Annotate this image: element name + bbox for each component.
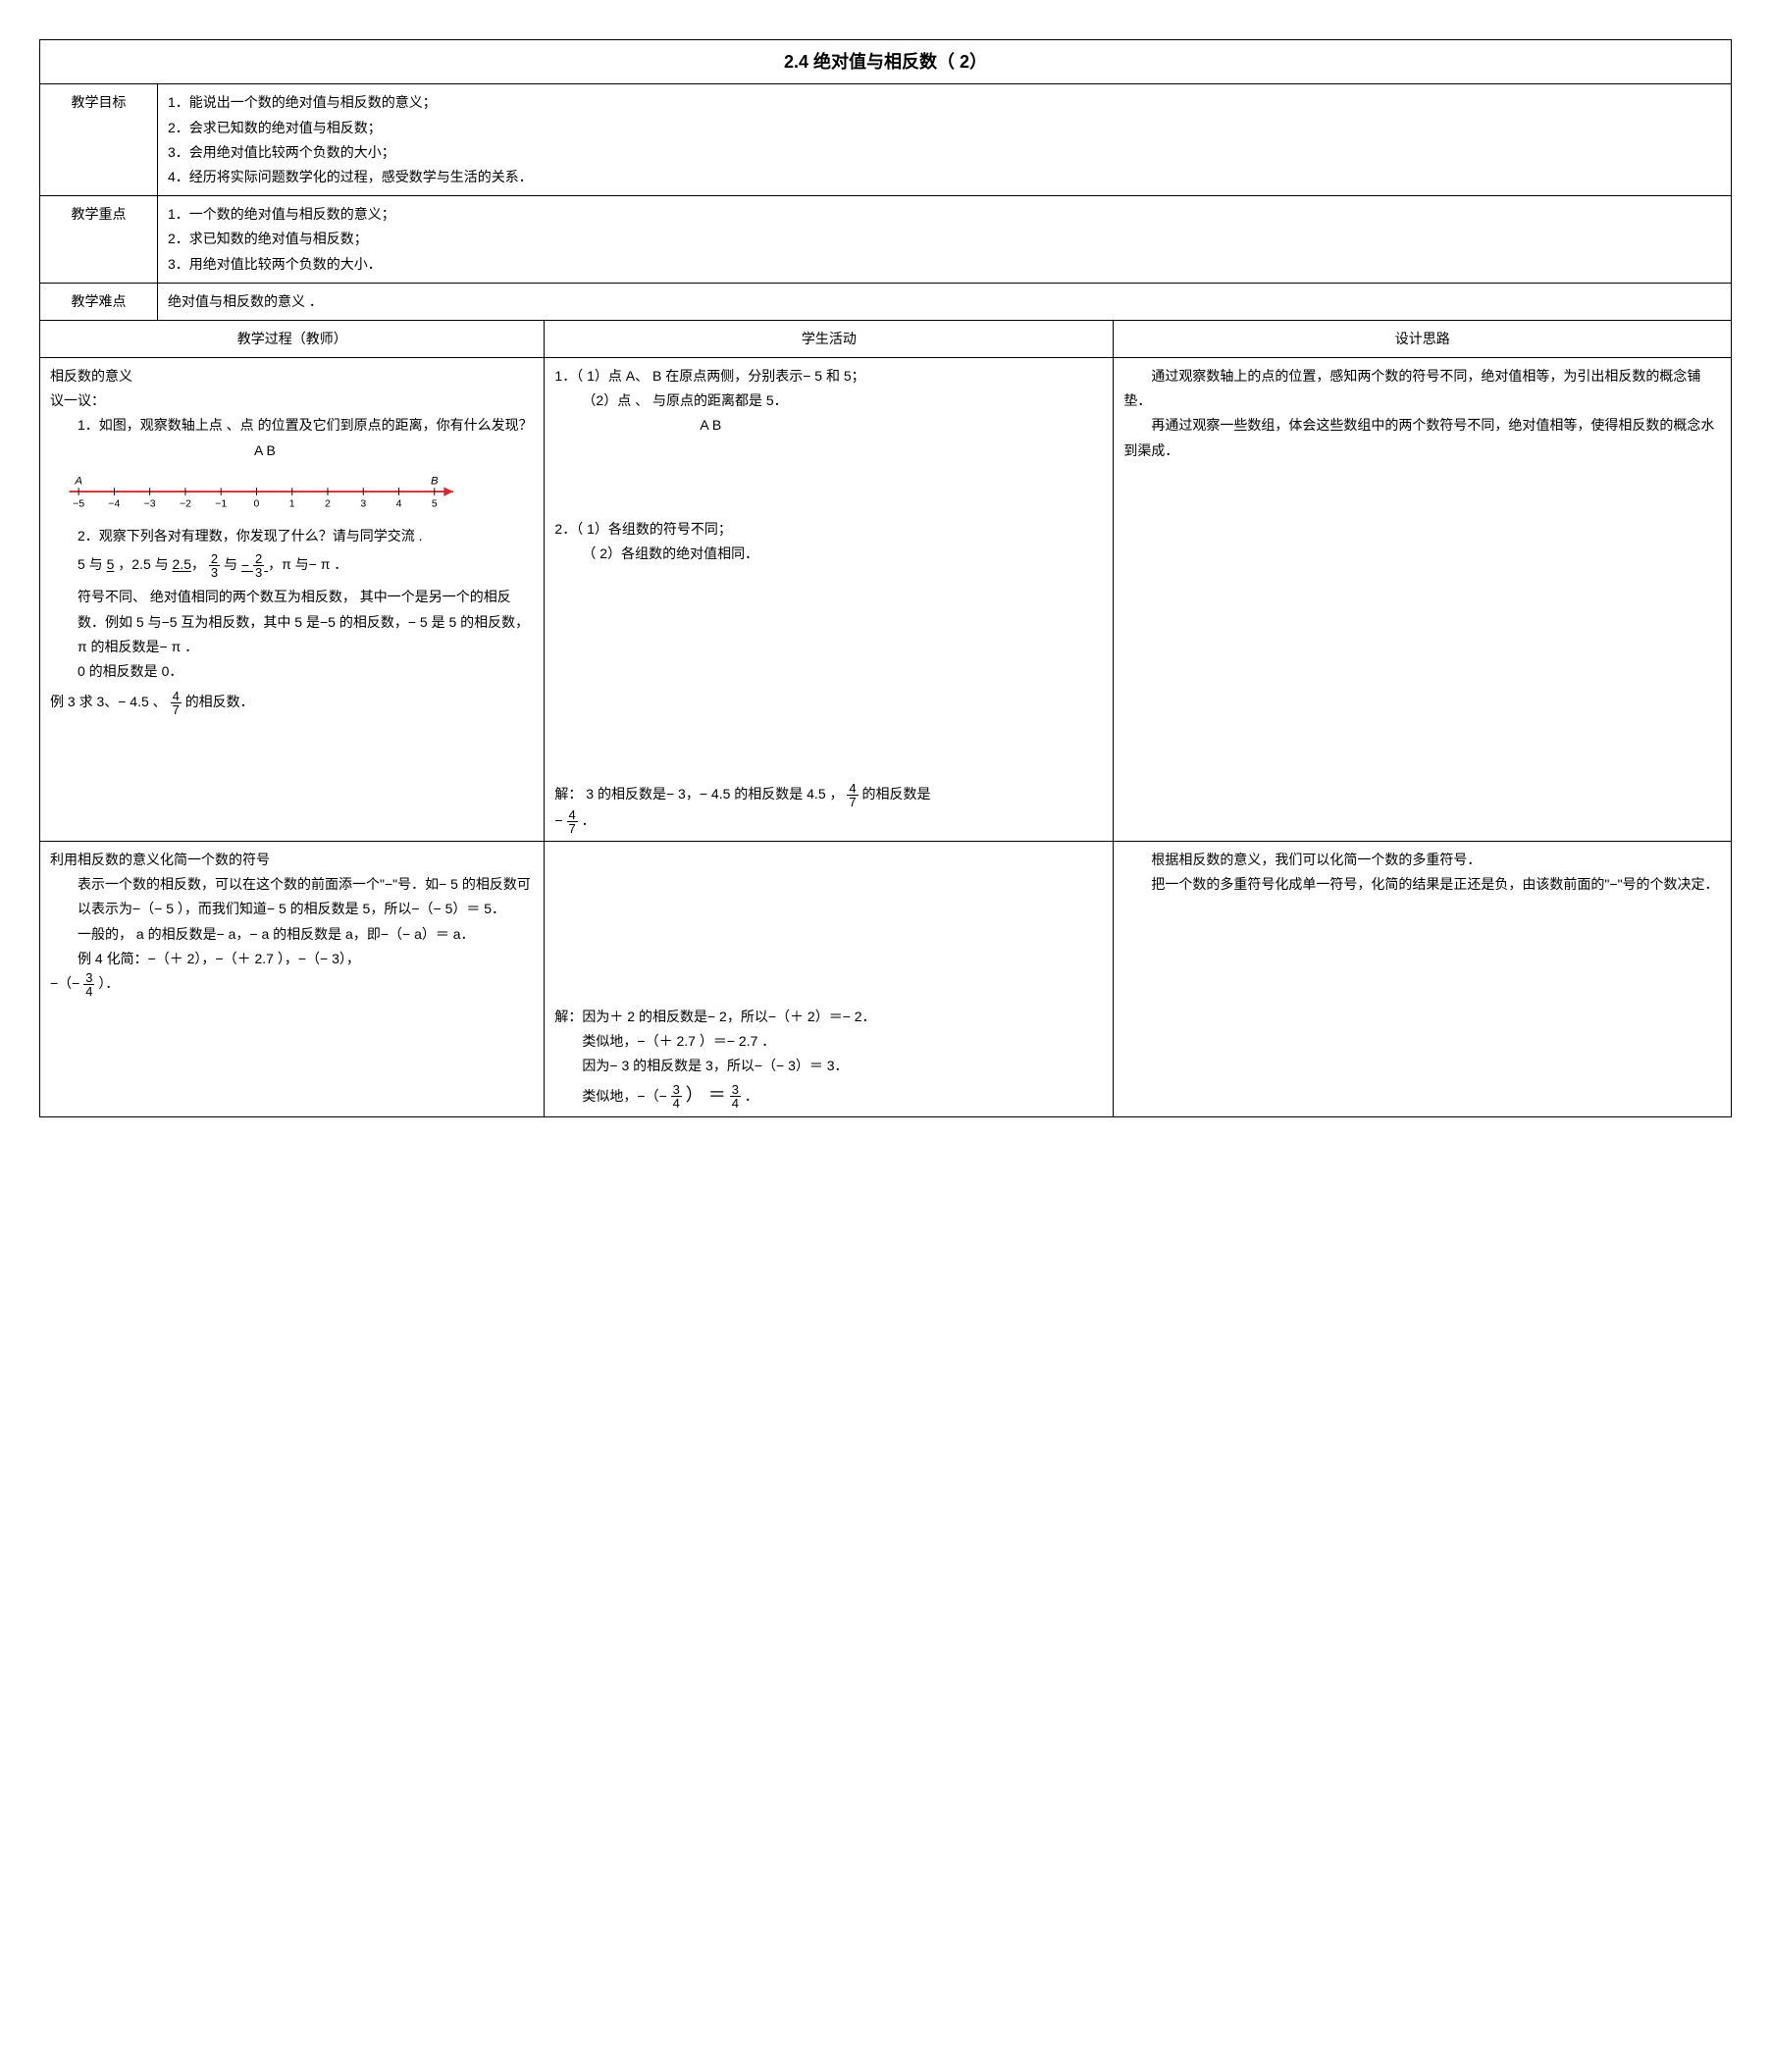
section2-student: 解：因为＋ 2 的相反数是− 2，所以−（＋ 2）＝− 2． 类似地，−（＋ 2… <box>545 842 1114 1117</box>
l4b: ） ＝ <box>686 1085 726 1105</box>
section1-student: 1．（ 1）点 A、 B 在原点两侧，分别表示− 5 和 5； （2）点 、 与… <box>545 358 1114 842</box>
frac-2-3: 23 <box>209 552 220 579</box>
svg-text:−5: −5 <box>73 498 84 509</box>
svg-text:−3: −3 <box>144 498 156 509</box>
s1-ans1: 1．（ 1）点 A、 B 在原点两侧，分别表示− 5 和 5； <box>554 364 1103 388</box>
col-header-student: 学生活动 <box>545 320 1114 357</box>
diff-label: 教学难点 <box>40 283 158 320</box>
s1-sol: 解： 3 的相反数是− 3，− 4.5 的相反数是 4.5 ， 47 的相反数是… <box>554 782 1103 835</box>
ex3-frac: 47 <box>171 690 182 716</box>
s1-ans-b2: （ 2）各组数的绝对值相同． <box>554 542 1103 566</box>
number-line-diagram: A B −5 −4 −3 −2 −1 0 1 2 3 4 5 <box>60 473 472 510</box>
s1-ans-b1: 2．（ 1）各组数的符号不同； <box>554 517 1103 542</box>
section2-teacher: 利用相反数的意义化简一个数的符号 表示一个数的相反数，可以在这个数的前面添一个"… <box>40 842 545 1117</box>
section1-teacher: 相反数的意义 议一议： 1．如图，观察数轴上点 、点 的位置及它们到原点的距离，… <box>40 358 545 842</box>
ex4-frac: 34 <box>83 971 94 998</box>
s2-l3: 因为− 3 的相反数是 3，所以−（− 3）＝ 3． <box>554 1054 1103 1078</box>
ex3-a: 例 3 求 3、− 4.5 、 <box>50 694 167 709</box>
svg-text:−2: −2 <box>180 498 191 509</box>
sol-b: 的相反数是 <box>862 786 931 802</box>
svg-text:4: 4 <box>396 498 402 509</box>
l4-frac2: 34 <box>730 1083 741 1110</box>
s1-ab-label: A B <box>254 442 276 458</box>
s1-heading: 相反数的意义 <box>50 364 534 388</box>
s1-ab-stu: A B <box>700 417 721 433</box>
svg-text:2: 2 <box>325 498 331 509</box>
col-header-teacher: 教学过程（教师） <box>40 320 545 357</box>
section1-design: 通过观察数轴上的点的位置，感知两个数的符号不同，绝对值相等，为引出相反数的概念铺… <box>1114 358 1732 842</box>
sol-c: − <box>554 812 562 828</box>
ex4-end: ）． <box>98 975 119 991</box>
ex3-b: 的相反数． <box>185 694 254 709</box>
s1-ans2: （2）点 、 与原点的距离都是 5． A B <box>554 388 1103 438</box>
s1-pairs: 5 与 5 ，2.5 与 2.5， 23 与 − 23 ，π 与− π ． <box>50 552 534 579</box>
svg-text:−1: −1 <box>215 498 227 509</box>
sol-frac1: 47 <box>847 782 858 808</box>
pair-e: ，π 与− π ． <box>268 557 347 573</box>
s2-heading: 利用相反数的意义化简一个数的符号 <box>50 848 534 872</box>
s2-l4: 类似地，−（− 34 ） ＝ 34 ． <box>554 1079 1103 1111</box>
svg-text:3: 3 <box>360 498 366 509</box>
s1-a2-text: （2）点 、 与原点的距离都是 5． <box>582 392 787 408</box>
ex4-minus: −（− <box>50 975 79 991</box>
s1-para1: 符号不同、 绝对值相同的两个数互为相反数， 其中一个是另一个的相反数．例如 5 … <box>50 585 534 659</box>
frac-2-3b: 23 <box>253 552 264 579</box>
pair-5u: 5 <box>107 557 115 573</box>
s2-ex4: 例 4 化简：−（＋ 2），−（＋ 2.7 ），−（− 3）， <box>50 947 534 971</box>
svg-text:0: 0 <box>254 498 260 509</box>
lesson-plan-table: 2.4 绝对值与相反数（ 2） 教学目标 1．能说出一个数的绝对值与相反数的意义… <box>39 39 1732 1117</box>
s2-l1: 解：因为＋ 2 的相反数是− 2，所以−（＋ 2）＝− 2． <box>554 1005 1103 1029</box>
svg-text:A: A <box>74 475 82 487</box>
s1-q1: 1．如图，观察数轴上点 、点 的位置及它们到原点的距离，你有什么发现？ A B <box>50 413 534 462</box>
svg-text:B: B <box>431 475 439 487</box>
s1-q1-text: 1．如图，观察数轴上点 、点 的位置及它们到原点的距离，你有什么发现？ <box>78 417 533 433</box>
pair-d: − <box>241 557 249 573</box>
focus-text: 1．一个数的绝对值与相反数的意义； 2．求已知数的绝对值与相反数； 3．用绝对值… <box>158 196 1732 284</box>
s1-discuss: 议一议： <box>50 388 534 413</box>
sol-d: ． <box>582 812 596 828</box>
svg-text:5: 5 <box>432 498 438 509</box>
l4c: ． <box>745 1088 758 1104</box>
svg-text:1: 1 <box>289 498 295 509</box>
pair-25u: 2.5 <box>173 557 191 573</box>
s1-ex3: 例 3 求 3、− 4.5 、 47 的相反数． <box>50 690 534 716</box>
sol-frac2: 47 <box>567 808 578 835</box>
s1-zero: 0 的相反数是 0． <box>50 659 534 684</box>
s2-l2: 类似地，−（＋ 2.7 ）＝− 2.7 ． <box>554 1029 1103 1054</box>
s2-p1: 表示一个数的相反数，可以在这个数的前面添一个"−"号．如− 5 的相反数可以表示… <box>50 872 534 921</box>
focus-label: 教学重点 <box>40 196 158 284</box>
section2-design: 根据相反数的意义，我们可以化简一个数的多重符号． 把一个数的多重符号化成单一符号… <box>1114 842 1732 1117</box>
goal-text: 1．能说出一个数的绝对值与相反数的意义； 2．会求已知数的绝对值与相反数； 3．… <box>158 84 1732 196</box>
pair-b: ，2.5 与 <box>118 557 168 573</box>
l4-frac1: 34 <box>671 1083 682 1110</box>
sol-a: 解： 3 的相反数是− 3，− 4.5 的相反数是 4.5 ， <box>554 786 843 802</box>
s2-ex4-last: −（− 34 ）． <box>50 971 534 998</box>
lesson-title: 2.4 绝对值与相反数（ 2） <box>40 40 1732 84</box>
s1-q2: 2．观察下列各对有理数，你发现了什么？请与同学交流 . <box>50 524 534 548</box>
s2-p2: 一般的， a 的相反数是− a，− a 的相反数是 a，即−（− a）＝ a． <box>50 922 534 947</box>
goal-label: 教学目标 <box>40 84 158 196</box>
diff-text: 绝对值与相反数的意义 ． <box>158 283 1732 320</box>
col-header-design: 设计思路 <box>1114 320 1732 357</box>
l4a: 类似地，−（− <box>582 1088 666 1104</box>
pair-c: 与 <box>224 557 237 573</box>
pair-a: 5 与 <box>78 557 103 573</box>
svg-text:−4: −4 <box>108 498 120 509</box>
